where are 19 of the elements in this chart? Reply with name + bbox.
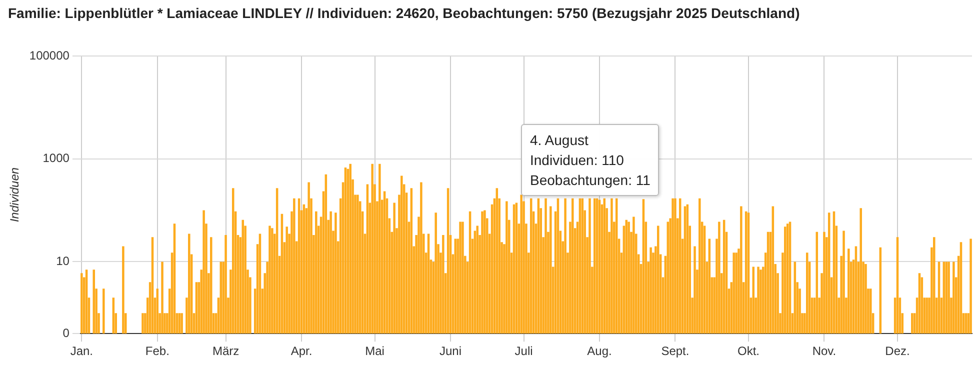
x-tick-label: Okt. (737, 344, 760, 358)
chart-title: Familie: Lippenblütler * Lamiaceae LINDLEY // Individuen: 24620, Beobachtungen: 5750 (Bezugsjahr 2025 Deutschland) (8, 5, 800, 21)
y-tick-label: 100000 (29, 48, 70, 62)
x-tick-label: Nov. (812, 344, 836, 358)
x-tick-label: Apr. (290, 344, 312, 358)
y-tick-label: 1000 (42, 151, 70, 166)
y-tick-label: 10 (56, 254, 70, 268)
y-tick-label: 0 (62, 326, 70, 340)
x-tick-label: Aug. (587, 344, 612, 358)
x-tick-label: Juni (439, 344, 462, 358)
annotation: 4. August Individuen: 110 Beobachtungen: 11 (521, 124, 660, 196)
x-tick-label: März (212, 344, 240, 358)
x-tick-label: Sept. (661, 344, 690, 358)
x-tick-label: Feb. (145, 344, 170, 358)
x-tick-label: Dez. (885, 344, 910, 358)
y-axis-title: Individuen (8, 167, 22, 222)
x-tick-label: Mai (365, 344, 384, 358)
x-tick-label: Jan. (70, 344, 94, 358)
x-tick-label: Juli (514, 344, 533, 358)
